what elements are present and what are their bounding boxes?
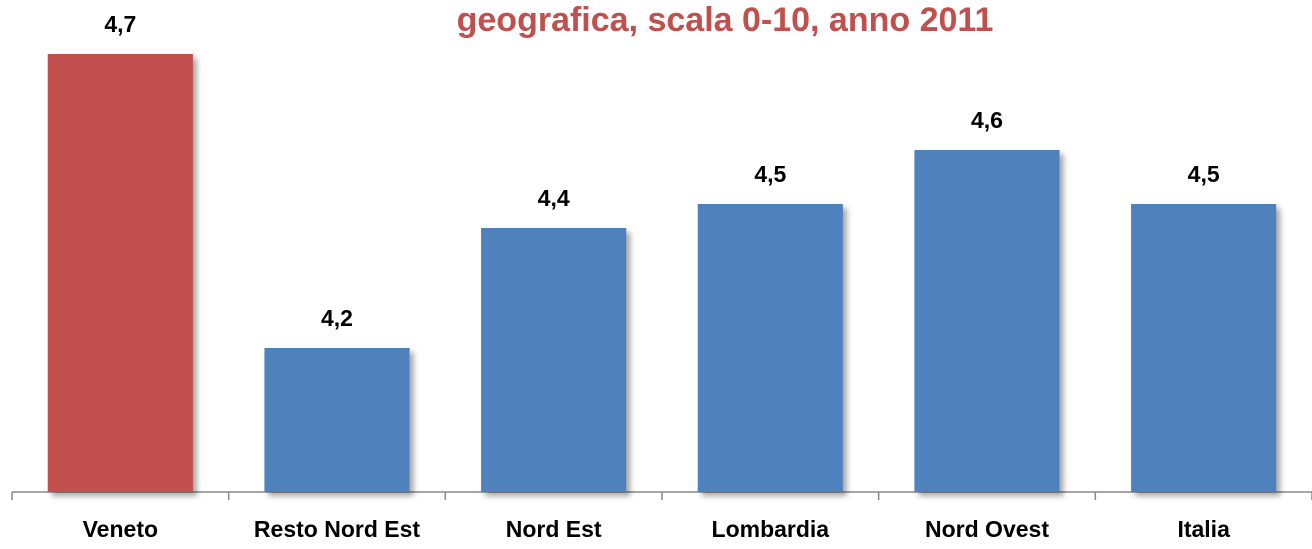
x-tick-label: Nord Ovest (925, 516, 1049, 542)
bar (914, 150, 1060, 492)
x-tick-label: Resto Nord Est (254, 516, 420, 542)
value-label: 4,2 (321, 305, 353, 331)
x-tick-label: Nord Est (506, 516, 602, 542)
bar (47, 54, 193, 492)
value-label: 4,4 (538, 185, 570, 211)
value-label: 4,6 (971, 107, 1003, 133)
bar (264, 348, 410, 492)
value-label: 4,5 (1188, 161, 1220, 187)
x-tick-label: Lombardia (712, 516, 830, 542)
x-tick-label: Italia (1177, 516, 1230, 542)
bar (697, 204, 843, 492)
bar (481, 228, 627, 492)
chart-title: geografica, scala 0-10, anno 2011 (457, 1, 994, 39)
bar (1131, 204, 1277, 492)
x-tick-label: Veneto (83, 516, 158, 542)
value-label: 4,7 (104, 11, 136, 37)
value-label: 4,5 (754, 161, 786, 187)
